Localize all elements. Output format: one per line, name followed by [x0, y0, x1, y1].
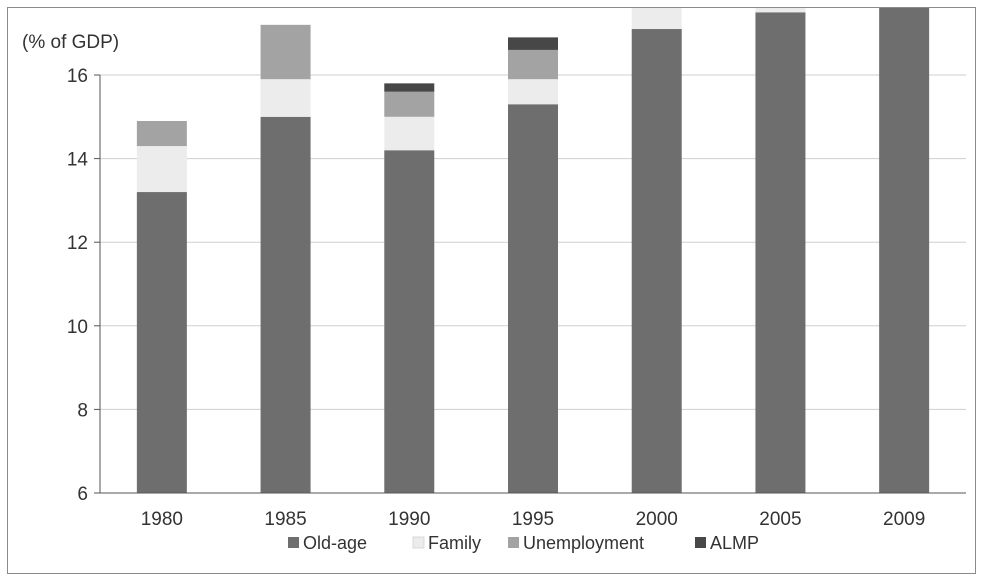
bar-old-age-1985: [260, 116, 311, 494]
bar-old-age-2000: [631, 29, 682, 494]
bar-family-1995: [508, 79, 558, 105]
y-tick-label-6: 6: [77, 484, 88, 505]
x-tick-label-2005: 2005: [759, 509, 801, 530]
x-tick-label-2000: 2000: [636, 509, 678, 530]
bar-family-2005: [755, 0, 806, 13]
y-tick-label-12: 12: [67, 233, 88, 254]
x-tick-label-1995: 1995: [512, 509, 554, 530]
bar-family-2000: [631, 0, 682, 30]
bar-almp-1990: [384, 83, 435, 92]
x-tick-label-2009: 2009: [883, 509, 925, 530]
bar-old-age-2005: [755, 12, 806, 494]
bar-old-age-1990: [384, 150, 435, 494]
y-axis-label: (% of GDP): [22, 32, 119, 53]
bar-unemployment-1990: [384, 91, 435, 117]
bar-family-1985: [260, 79, 311, 117]
legend-label-unemployment: Unemployment: [523, 533, 644, 553]
legend-swatch-unemployment: [508, 537, 519, 548]
x-tick-label-1985: 1985: [264, 509, 306, 530]
legend-label-almp: ALMP: [710, 533, 759, 553]
bar-old-age-1980: [136, 192, 187, 494]
x-tick-label-1980: 1980: [141, 509, 183, 530]
y-tick-label-16: 16: [67, 66, 88, 87]
legend-swatch-old-age: [288, 537, 299, 548]
bar-old-age-2009: [879, 0, 930, 494]
y-tick-label-8: 8: [77, 400, 88, 421]
bar-family-1980: [136, 146, 187, 193]
y-tick-label-14: 14: [67, 150, 89, 171]
bar-unemployment-1980: [136, 120, 187, 147]
bar-family-1990: [384, 116, 435, 151]
legend-swatch-almp: [695, 537, 706, 548]
legend-label-family: Family: [428, 533, 481, 553]
bar-old-age-1995: [508, 104, 558, 493]
chart-frame: (% of GDP) 6 8 10 12 14 16 1980 1985 1990 1995 200…: [7, 0, 976, 574]
bar-unemployment-1985: [260, 24, 311, 80]
x-tick-label-1990: 1990: [388, 509, 430, 530]
legend-label-old-age: Old-age: [303, 533, 367, 553]
bar-almp-1995: [508, 37, 558, 50]
stacked-bar-chart: (% of GDP) 6 8 10 12 14 16 1980 1985 1990 1995 200…: [22, 0, 966, 553]
y-tick-label-10: 10: [67, 317, 88, 338]
legend-swatch-family: [412, 536, 425, 549]
bar-unemployment-1995: [508, 49, 558, 80]
